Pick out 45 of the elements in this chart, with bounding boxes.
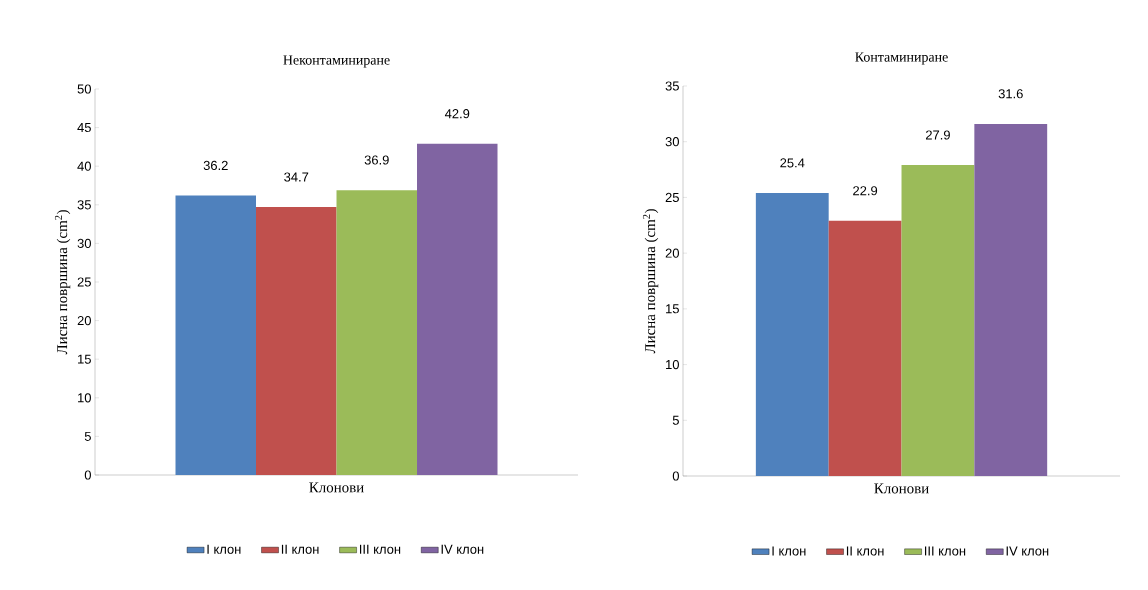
y-tick-label: 35	[77, 200, 91, 210]
data-label: 42.9	[444, 109, 470, 119]
y-tick-label: 40	[77, 161, 91, 171]
y-tick-label: 25	[665, 192, 679, 203]
y-tick-label: 20	[665, 248, 679, 258]
y-tick-label: 0	[84, 470, 91, 480]
y-tick-label: 30	[77, 238, 91, 248]
data-label: 34.7	[284, 172, 309, 182]
y-tick-label: 15	[666, 304, 679, 314]
x-axis-title: Клонови	[309, 482, 364, 493]
y-tick-label: 5	[84, 431, 91, 441]
y-tick-label: 15	[78, 354, 91, 364]
data-label: 27.9	[925, 130, 950, 140]
legend-label: III клон	[925, 546, 966, 556]
x-axis-title: Клонови	[874, 483, 929, 494]
legend-label: I клон	[772, 546, 806, 556]
chart-title: Контаминиране	[855, 52, 948, 65]
bar	[755, 192, 829, 476]
data-label: 36.2	[203, 160, 228, 171]
y-tick-label: 35	[665, 81, 679, 91]
y-axis-title: Лисна површина (cm$^{2}$)	[54, 210, 71, 355]
data-label: 31.6	[998, 89, 1023, 99]
y-tick-label: 30	[665, 137, 679, 147]
y-axis-title: Лисна површина (cm$^{2}$)	[642, 209, 659, 354]
y-tick-label: 25	[77, 277, 91, 287]
y-tick-label: 20	[77, 316, 91, 326]
y-tick-label: 45	[77, 123, 91, 133]
y-tick-label: 10	[78, 393, 91, 403]
legend-label: I клон	[207, 544, 241, 554]
y-tick-label: 5	[672, 415, 679, 425]
y-tick-label: 10	[666, 359, 679, 370]
y-tick-label: 50	[77, 84, 91, 94]
data-label: 25.4	[780, 158, 805, 168]
legend-label: IV клон	[1006, 546, 1049, 556]
bar	[828, 220, 902, 476]
bar	[901, 165, 975, 476]
data-label: 36.9	[364, 155, 389, 165]
legend-label: IV клон	[441, 544, 484, 554]
y-tick-label: 0	[672, 471, 679, 481]
legend-label: II клон	[281, 544, 319, 554]
data-label: 22.9	[853, 186, 878, 196]
chart-title: Неконтаминиране	[283, 55, 390, 68]
legend-label: III клон	[359, 544, 401, 554]
legend-label: II клон	[846, 546, 884, 556]
bar	[974, 123, 1048, 476]
